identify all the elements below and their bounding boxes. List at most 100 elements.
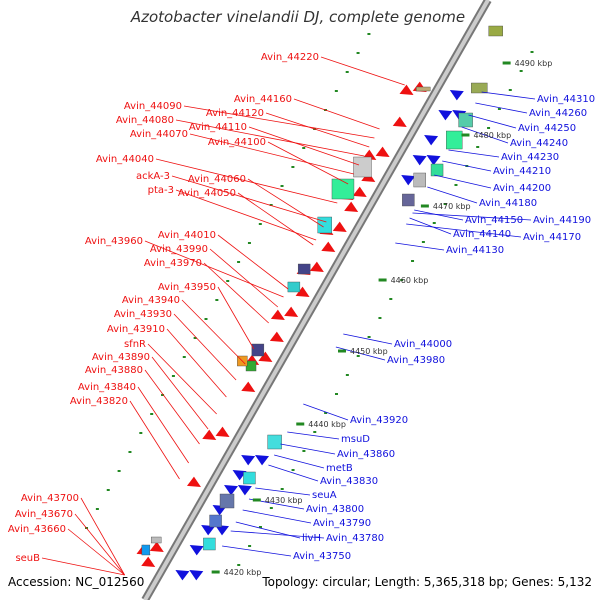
gene-label-avin-44130: Avin_44130 xyxy=(446,245,504,256)
rna-dot xyxy=(508,89,512,91)
rna-dot xyxy=(476,146,480,148)
gene-label-avin-44180: Avin_44180 xyxy=(479,198,537,209)
leader-line xyxy=(255,487,311,496)
leader-line xyxy=(203,262,269,324)
leader-line xyxy=(320,56,405,86)
gene-label-avin-44230: Avin_44230 xyxy=(501,152,559,163)
gene-label-seub: seuB xyxy=(15,553,40,564)
gene-box xyxy=(488,25,503,37)
gene-label-avin-44310: Avin_44310 xyxy=(537,94,595,105)
gene-label-avin-44200: Avin_44200 xyxy=(493,183,551,194)
gene-label-avin-44080: Avin_44080 xyxy=(116,115,174,126)
tick-label: 4480 kbp xyxy=(473,131,511,140)
gene-label-avin-43970: Avin_43970 xyxy=(144,258,202,269)
forward-gene-arrow xyxy=(232,470,247,481)
tick-label: 4490 kbp xyxy=(515,59,553,68)
rna-dot xyxy=(161,394,165,396)
gene-label-avin-43700: Avin_43700 xyxy=(21,493,79,504)
gene-box xyxy=(402,193,415,207)
gene-label-avin-44110: Avin_44110 xyxy=(189,122,247,133)
leader-line xyxy=(406,223,522,238)
leader-line xyxy=(175,189,317,241)
reverse-gene-arrow xyxy=(269,331,284,342)
forward-gene-arrow xyxy=(401,175,416,186)
leader-line xyxy=(237,192,314,246)
leader-line xyxy=(442,160,492,172)
forward-gene-arrow xyxy=(241,455,256,466)
forward-gene-arrow xyxy=(255,455,270,466)
leader-line xyxy=(268,464,319,482)
reverse-gene-arrow xyxy=(141,556,156,567)
gene-label-sfnr: sfnR xyxy=(124,339,146,350)
gene-label-avin-44010: Avin_44010 xyxy=(158,230,216,241)
leader-line xyxy=(151,356,209,430)
reverse-gene-arrow xyxy=(352,186,367,197)
rna-dot xyxy=(171,375,175,377)
gene-label-avin-43880: Avin_43880 xyxy=(85,365,143,376)
forward-gene-arrow xyxy=(426,155,441,166)
gene-label-seua: seuA xyxy=(312,490,337,501)
rna-dot xyxy=(497,108,501,110)
gene-label-avin-44060: Avin_44060 xyxy=(188,174,246,185)
rna-dot xyxy=(106,489,110,491)
gene-label-avin-44140: Avin_44140 xyxy=(453,229,511,240)
gene-box xyxy=(287,281,301,293)
leader-line xyxy=(166,328,227,398)
leader-line xyxy=(181,299,246,365)
leader-line xyxy=(475,102,528,114)
leader-line xyxy=(74,513,125,576)
rna-dot xyxy=(411,260,415,262)
gene-label-avin-43830: Avin_43830 xyxy=(320,476,378,487)
rna-dot xyxy=(291,469,295,471)
forward-gene-arrow xyxy=(224,485,238,496)
leader-line xyxy=(287,431,340,440)
rna-dot xyxy=(356,355,360,357)
reverse-gene-arrow xyxy=(149,541,164,552)
leader-line xyxy=(144,240,284,298)
reverse-gene-arrow xyxy=(375,146,390,157)
gene-label-msud: msuD xyxy=(341,434,370,445)
forward-gene-arrow xyxy=(201,525,216,536)
leader-line xyxy=(209,248,279,308)
forward-gene-arrow xyxy=(175,570,190,581)
rna-dot xyxy=(182,356,186,358)
rna-dot xyxy=(345,71,349,73)
genome-axis xyxy=(141,0,492,600)
rna-dot xyxy=(117,470,121,472)
reverse-gene-arrow xyxy=(399,84,414,95)
leader-line xyxy=(265,112,370,148)
rna-dot xyxy=(150,413,154,415)
gene-label-avin-43670: Avin_43670 xyxy=(15,509,73,520)
rna-dot xyxy=(258,223,262,225)
position-ticks: 4420 kbp 4430 kbp 4440 kbp 4450 kbp 4460 kbp… xyxy=(211,59,553,577)
leader-line xyxy=(217,286,255,350)
gene-label-avin-44040: Avin_44040 xyxy=(96,154,154,165)
rna-dot xyxy=(334,90,338,92)
leader-line xyxy=(173,313,237,381)
rna-dot xyxy=(519,70,523,72)
gene-label-pta-3: pta-3 xyxy=(148,185,174,196)
gene-label-avin-44240: Avin_44240 xyxy=(510,138,568,149)
forward-gene-arrow xyxy=(215,525,230,536)
reverse-gene-arrow xyxy=(270,309,285,320)
rna-dot xyxy=(367,336,371,338)
rna-dot xyxy=(334,393,338,395)
gene-box xyxy=(203,537,216,551)
rna-dot xyxy=(95,508,99,510)
rna-dot xyxy=(367,33,371,35)
leader-line xyxy=(137,386,189,464)
forward-gene-arrow xyxy=(438,110,453,121)
tick-label: 4470 kbp xyxy=(433,202,471,211)
gene-label-avin-43750: Avin_43750 xyxy=(293,551,351,562)
forward-gene-arrow xyxy=(237,485,252,496)
gene-label-avin-44100: Avin_44100 xyxy=(208,137,266,148)
leader-line xyxy=(303,403,349,421)
rna-dot xyxy=(432,222,436,224)
gene-box xyxy=(317,216,332,234)
leader-line xyxy=(468,114,517,129)
gene-label-avin-43960: Avin_43960 xyxy=(85,236,143,247)
gene-label-avin-43820: Avin_43820 xyxy=(70,396,128,407)
rna-dot xyxy=(302,147,306,149)
tick-label: 4440 kbp xyxy=(308,420,346,429)
